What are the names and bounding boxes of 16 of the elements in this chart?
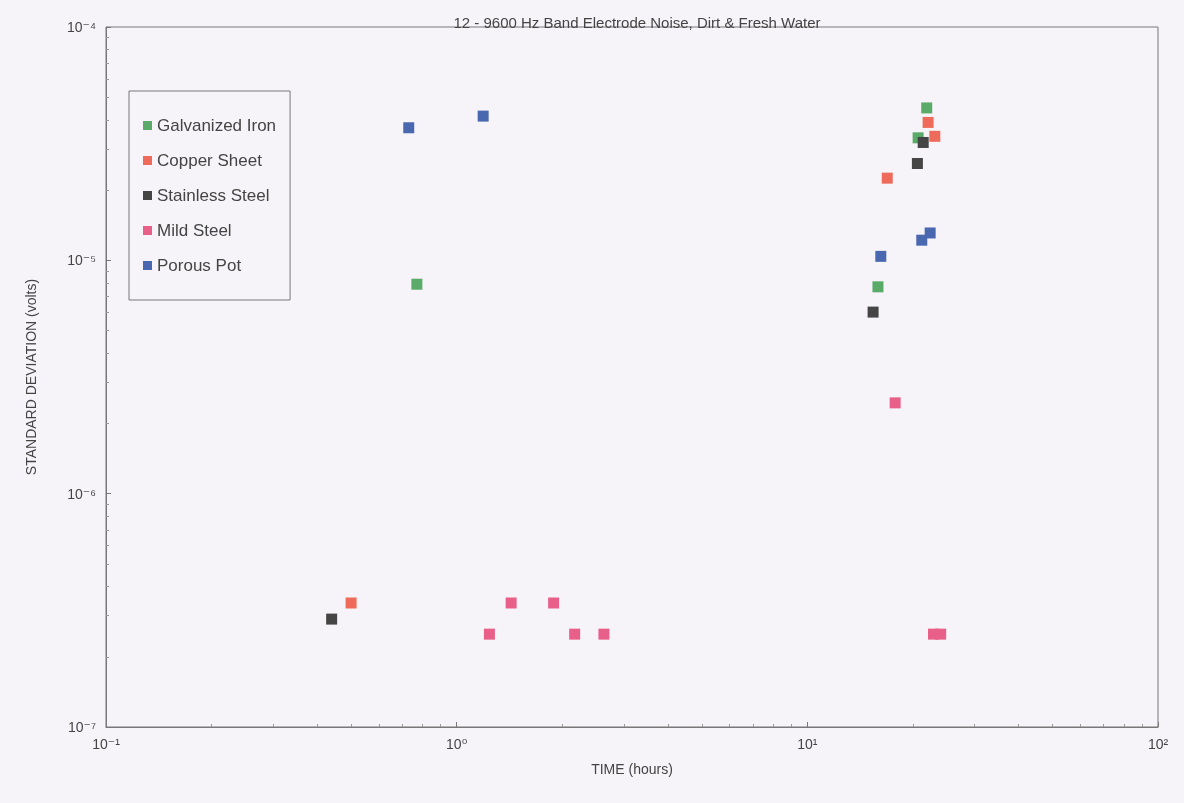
legend-label: Mild Steel [157, 221, 232, 240]
x-tick-label: 10¹ [797, 736, 818, 752]
y-tick-label: 10⁻⁶ [67, 485, 96, 502]
x-tick-label: 10⁻¹ [92, 736, 121, 752]
legend-label: Stainless Steel [157, 186, 270, 205]
chart-title: 12 - 9600 Hz Band Electrode Noise, Dirt & Fresh Water [453, 14, 821, 31]
legend-label: Galvanized Iron [157, 116, 277, 135]
y-tick-label: 10⁻⁷ [67, 719, 96, 735]
x-tick-label: 10⁰ [446, 736, 468, 752]
y-axis-title: STANDARD DEVIATION (volts) [23, 278, 39, 476]
x-axis-title: TIME (hours) [591, 761, 673, 777]
y-tick-label: 10⁻⁴ [67, 19, 96, 35]
legend-label: Porous Pot [157, 256, 242, 275]
y-tick-label: 10⁻⁵ [67, 252, 96, 269]
x-tick-label: 10² [1147, 736, 1169, 752]
legend-label: Copper Sheet [157, 151, 263, 170]
